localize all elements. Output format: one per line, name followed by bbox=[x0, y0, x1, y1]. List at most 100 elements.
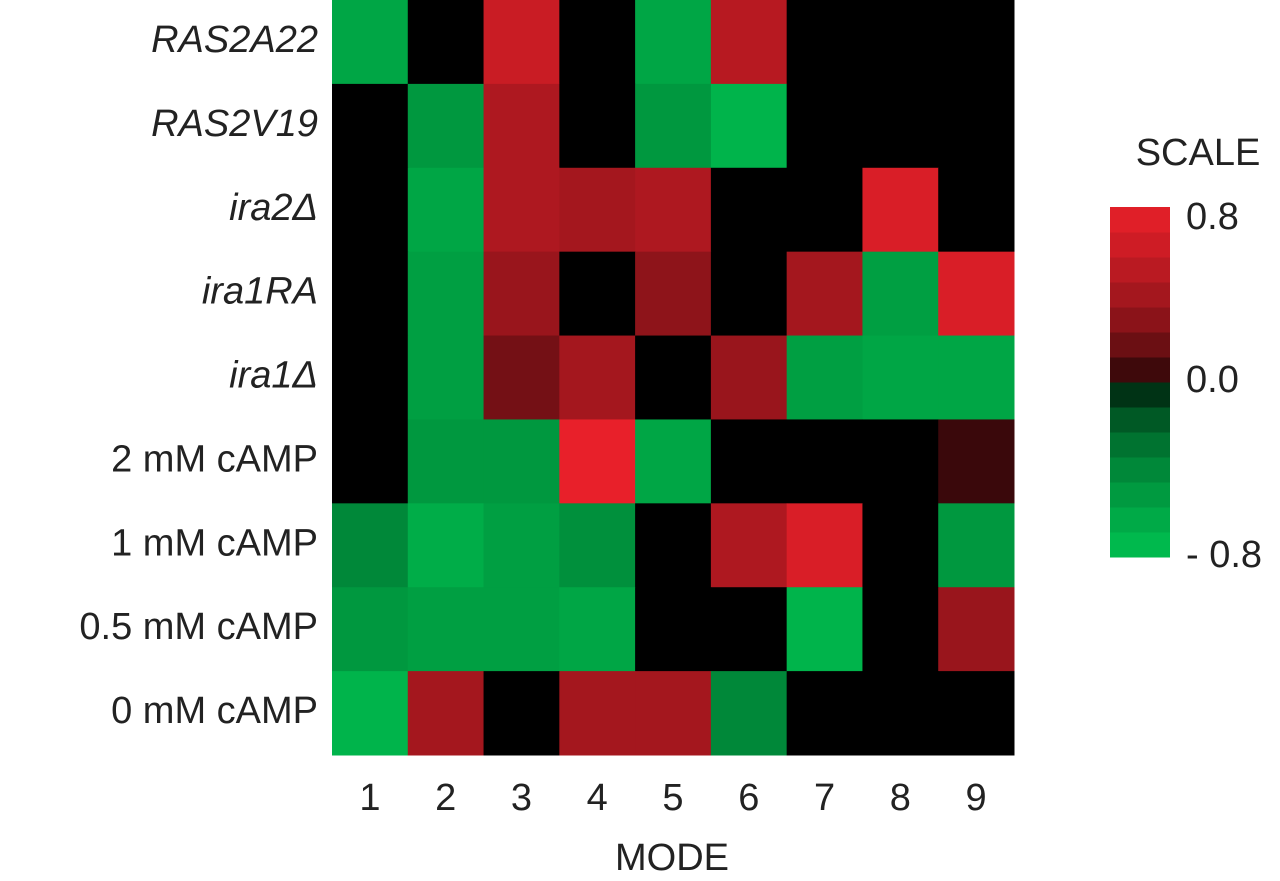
colorbar-step bbox=[1110, 357, 1170, 383]
heat-cell bbox=[938, 671, 1015, 756]
heat-cell bbox=[483, 587, 560, 672]
colorbar-step bbox=[1110, 257, 1170, 283]
heat-cell bbox=[635, 671, 712, 756]
heat-cell bbox=[407, 335, 485, 420]
heat-cell bbox=[559, 671, 636, 756]
heat-cell bbox=[710, 503, 788, 588]
heat-cell bbox=[938, 419, 1015, 504]
heat-cell bbox=[332, 671, 409, 756]
heat-cell bbox=[407, 83, 485, 169]
x-tick-label: 9 bbox=[966, 777, 987, 819]
heat-cell bbox=[559, 0, 636, 85]
heat-cell bbox=[332, 419, 409, 504]
heat-cell bbox=[710, 251, 788, 337]
heat-cell bbox=[786, 419, 863, 504]
heat-cell bbox=[786, 671, 863, 756]
heat-cell bbox=[862, 83, 939, 169]
heat-cell bbox=[407, 419, 485, 504]
heat-cell bbox=[862, 419, 939, 504]
heat-cell bbox=[635, 419, 712, 504]
heat-cell bbox=[407, 671, 485, 756]
heat-cell bbox=[786, 587, 863, 672]
row-label: RAS2A22 bbox=[151, 19, 318, 61]
colorbar-step bbox=[1110, 207, 1170, 233]
colorbar-step bbox=[1110, 532, 1170, 558]
x-tick-label: 8 bbox=[890, 777, 911, 819]
heat-cell bbox=[483, 0, 560, 85]
heat-cell bbox=[483, 503, 560, 588]
heat-cell bbox=[559, 83, 636, 169]
heat-cell bbox=[332, 83, 409, 169]
heat-cell bbox=[332, 251, 409, 337]
heat-cell bbox=[635, 587, 712, 672]
colorbar-step bbox=[1110, 432, 1170, 458]
heat-cell bbox=[332, 503, 409, 588]
row-label: 0 mM cAMP bbox=[111, 690, 318, 732]
heat-cell bbox=[483, 167, 560, 253]
heat-cell bbox=[483, 335, 560, 420]
heat-cell bbox=[786, 335, 863, 420]
heat-cell bbox=[635, 251, 712, 337]
heat-cell bbox=[938, 251, 1015, 337]
heat-cell bbox=[862, 0, 939, 85]
heat-cell bbox=[938, 167, 1015, 253]
heat-cell bbox=[938, 335, 1015, 420]
heat-cell bbox=[862, 503, 939, 588]
heat-cell bbox=[786, 0, 863, 85]
heat-cell bbox=[710, 0, 788, 85]
heat-cell bbox=[559, 587, 636, 672]
heat-cell bbox=[407, 587, 485, 672]
heat-cell bbox=[559, 167, 636, 253]
heat-cell bbox=[559, 419, 636, 504]
x-tick-label: 5 bbox=[662, 777, 683, 819]
heat-cell bbox=[862, 167, 939, 253]
colorbar-step bbox=[1110, 407, 1170, 433]
colorbar-step bbox=[1110, 382, 1170, 408]
heat-cell bbox=[786, 167, 863, 253]
colorbar-title: SCALE bbox=[1136, 132, 1261, 174]
heat-cell bbox=[635, 167, 712, 253]
heat-cell bbox=[635, 83, 712, 169]
heat-cell bbox=[635, 0, 712, 85]
heat-cell bbox=[559, 335, 636, 420]
row-label: 1 mM cAMP bbox=[111, 522, 318, 564]
heat-cell bbox=[786, 83, 863, 169]
row-label: RAS2V19 bbox=[151, 103, 318, 145]
colorbar-tick-label: - 0.8 bbox=[1186, 534, 1262, 576]
heat-cell bbox=[407, 167, 485, 253]
row-label: ira1Δ bbox=[229, 355, 318, 397]
heat-cell bbox=[938, 0, 1015, 85]
heat-cell bbox=[862, 335, 939, 420]
heat-cell bbox=[938, 587, 1015, 672]
colorbar-step bbox=[1110, 232, 1170, 258]
heat-cell bbox=[407, 251, 485, 337]
heat-cell bbox=[710, 83, 788, 169]
x-tick-label: 7 bbox=[814, 777, 835, 819]
heat-cell bbox=[938, 503, 1015, 588]
heat-cell bbox=[786, 251, 863, 337]
colorbar-tick-label: 0.0 bbox=[1186, 359, 1239, 401]
x-tick-label: 1 bbox=[359, 777, 380, 819]
heat-cell bbox=[710, 167, 788, 253]
heat-cell bbox=[635, 503, 712, 588]
heat-cell bbox=[407, 503, 485, 588]
heat-cell bbox=[635, 335, 712, 420]
heat-cell bbox=[332, 0, 409, 85]
heat-cell bbox=[483, 83, 560, 169]
x-tick-label: 6 bbox=[738, 777, 759, 819]
heat-cell bbox=[483, 419, 560, 504]
heat-cell bbox=[559, 251, 636, 337]
heat-cell bbox=[710, 587, 788, 672]
heat-cell bbox=[710, 671, 788, 756]
colorbar-step bbox=[1110, 457, 1170, 483]
colorbar-tick-label: 0.8 bbox=[1186, 196, 1239, 238]
heat-cell bbox=[786, 503, 863, 588]
x-axis-label: MODE bbox=[615, 837, 729, 879]
heat-cell bbox=[483, 671, 560, 756]
colorbar-step bbox=[1110, 482, 1170, 508]
row-label: 2 mM cAMP bbox=[111, 438, 318, 480]
row-label: ira1RA bbox=[202, 271, 318, 313]
heat-cell bbox=[862, 251, 939, 337]
colorbar-step bbox=[1110, 282, 1170, 308]
row-label: 0.5 mM cAMP bbox=[79, 606, 318, 648]
